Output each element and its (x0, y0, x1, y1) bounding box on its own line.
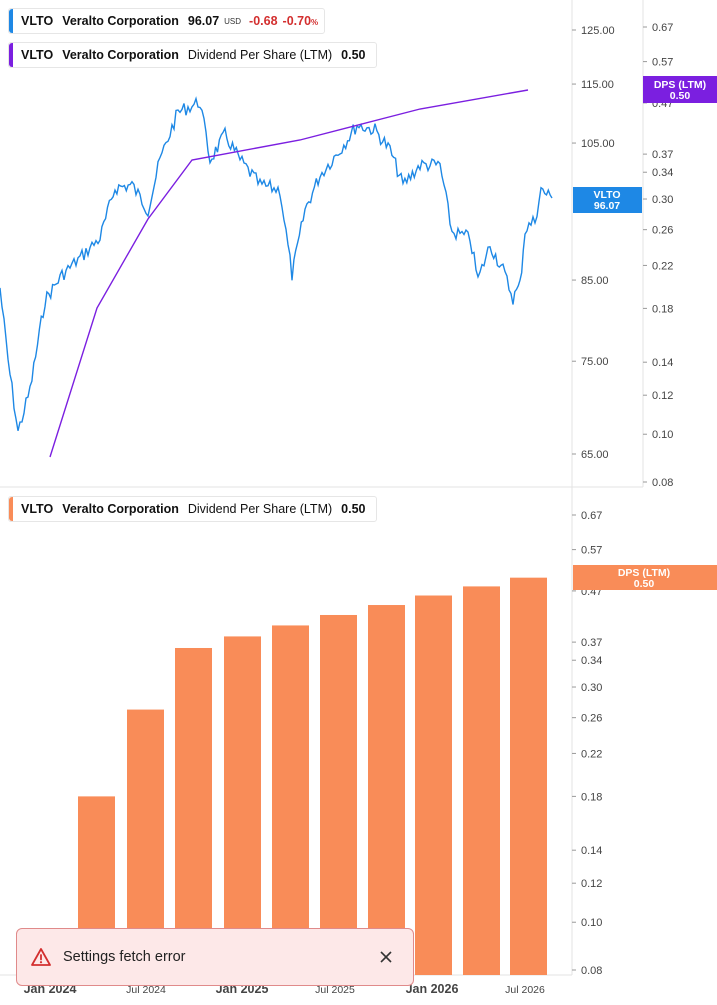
price-tick-label: 125.00 (581, 25, 615, 37)
dps-bottom-tick-label: 0.26 (581, 713, 602, 725)
dps-bar (510, 577, 547, 975)
dps-top-tick-label: 0.34 (652, 167, 673, 179)
price-legend-price: 96.07 (187, 14, 220, 28)
x-axis-label: Jul 2026 (505, 984, 545, 996)
x-axis-label: Jul 2024 (126, 984, 166, 996)
price-legend-ticker: VLTO (21, 14, 54, 28)
dps-top-tick-label: 0.18 (652, 303, 673, 315)
toast-message: Settings fetch error (63, 949, 186, 965)
dps-bottom-tick-label: 0.10 (581, 917, 602, 929)
price-tick-label: 65.00 (581, 449, 609, 461)
dps-top-tick-label: 0.22 (652, 260, 673, 272)
dps-bottom-tick-label: 0.67 (581, 510, 602, 522)
dps-badge-bottom: DPS (LTM) 0.50 (573, 565, 717, 590)
dps-legend-top-ticker: VLTO (21, 48, 54, 62)
price-tick-label: 85.00 (581, 275, 609, 287)
dps-badge-bottom-label: DPS (LTM) (618, 567, 670, 579)
dps-top-tick-label: 0.37 (652, 149, 673, 161)
dps-legend-bottom-swatch (9, 497, 13, 521)
price-series-line (0, 96, 553, 431)
dps-bar (224, 636, 261, 975)
price-tick-label: 105.00 (581, 138, 615, 150)
warning-icon (31, 948, 51, 966)
price-legend[interactable]: VLTO Veralto Corporation 96.07 USD -0.68… (8, 8, 326, 34)
dps-bottom-tick-label: 0.08 (581, 965, 602, 977)
dps-top-tick-label: 0.14 (652, 357, 673, 369)
price-legend-company: Veralto Corporation (62, 14, 179, 28)
dps-top-tick-label: 0.57 (652, 57, 673, 69)
price-badge: VLTO 96.07 (573, 187, 642, 213)
dps-badge-top-label: DPS (LTM) (654, 79, 706, 91)
dps-bottom-tick-label: 0.30 (581, 682, 602, 694)
price-badge-value: 96.07 (594, 200, 620, 212)
dps-legend-bottom-ticker: VLTO (21, 502, 54, 516)
x-axis-label: Jul 2025 (315, 984, 355, 996)
dps-bottom-tick-label: 0.34 (581, 655, 602, 667)
dps-badge-top-value: 0.50 (670, 90, 691, 102)
dps-bottom-tick-label: 0.12 (581, 878, 602, 890)
dps-legend-top-company: Veralto Corporation (62, 48, 179, 62)
price-legend-change-pct: -0.70% (282, 14, 319, 28)
dps-bottom-tick-label: 0.22 (581, 748, 602, 760)
dps-badge-bottom-value: 0.50 (634, 578, 655, 590)
dps-legend-top-value: 0.50 (341, 48, 366, 62)
price-tick-label: 115.00 (581, 79, 614, 91)
dps-bottom-tick-label: 0.14 (581, 845, 602, 857)
dps-bottom-tick-label: 0.18 (581, 791, 602, 803)
dps-bar (320, 614, 357, 975)
dps-top-tick-label: 0.12 (652, 390, 673, 402)
close-toast-button[interactable] (369, 940, 403, 974)
dps-legend-bottom-value: 0.50 (341, 502, 366, 516)
dps-legend-top-swatch (9, 43, 13, 67)
dps-bar (415, 595, 452, 975)
price-legend-swatch (9, 9, 13, 33)
dps-top-tick-label: 0.67 (652, 22, 673, 34)
dps-legend-top[interactable]: VLTO Veralto Corporation Dividend Per Sh… (8, 42, 378, 68)
dps-top-tick-label: 0.30 (652, 194, 673, 206)
x-axis-label: Jan 2026 (406, 982, 459, 996)
error-toast: Settings fetch error (16, 928, 414, 986)
dps-legend-bottom[interactable]: VLTO Veralto Corporation Dividend Per Sh… (8, 496, 378, 522)
price-legend-change: -0.68 (249, 14, 278, 28)
close-icon (380, 951, 392, 963)
price-badge-label: VLTO (593, 189, 620, 201)
dps-legend-bottom-metric: Dividend Per Share (LTM) (187, 502, 333, 516)
dps-badge-top: DPS (LTM) 0.50 (643, 76, 717, 103)
dps-series-line (49, 89, 529, 458)
dps-top-tick-label: 0.26 (652, 225, 673, 237)
dps-bar (175, 647, 212, 975)
dps-top-tick-label: 0.10 (652, 429, 673, 441)
dps-bottom-tick-label: 0.37 (581, 637, 602, 649)
dps-top-tick-label: 0.08 (652, 477, 673, 489)
dps-legend-bottom-company: Veralto Corporation (62, 502, 179, 516)
price-tick-label: 75.00 (581, 356, 609, 368)
dps-bottom-tick-label: 0.57 (581, 545, 602, 557)
dps-bar (272, 625, 309, 975)
price-legend-currency: USD (224, 16, 242, 26)
dps-bar (463, 586, 500, 975)
dps-legend-top-metric: Dividend Per Share (LTM) (187, 48, 333, 62)
dps-bar (368, 605, 405, 975)
